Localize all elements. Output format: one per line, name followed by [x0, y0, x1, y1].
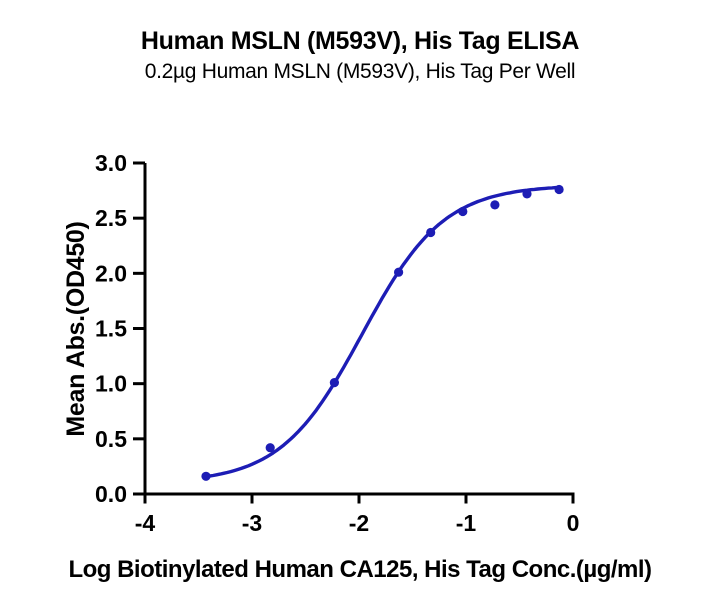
data-point	[394, 267, 404, 277]
y-tick-label: 3.0	[95, 150, 127, 176]
data-point	[490, 200, 500, 210]
y-tick-label: 0.0	[95, 481, 127, 507]
chart-subtitle: 0.2µg Human MSLN (M593V), His Tag Per We…	[144, 60, 576, 83]
x-tick-label: 0	[567, 510, 580, 536]
y-tick-label: 1.0	[95, 371, 127, 397]
data-point	[522, 189, 532, 199]
data-point	[426, 227, 436, 238]
y-tick-label: 2.5	[95, 205, 127, 231]
data-point	[201, 471, 211, 481]
data-point	[554, 184, 564, 195]
data-point	[265, 443, 275, 453]
x-tick-label: -4	[135, 510, 156, 536]
x-tick-label: -1	[456, 510, 477, 536]
data-point	[458, 206, 468, 217]
y-tick-label: 2.0	[95, 260, 127, 286]
chart-title: Human MSLN (M593V), His Tag ELISA	[140, 27, 580, 55]
x-tick-label: -3	[242, 510, 262, 536]
y-tick-label: 1.5	[95, 316, 127, 342]
data-point	[329, 378, 339, 388]
y-tick-label: 0.5	[95, 426, 127, 452]
fit-curve	[204, 185, 561, 479]
x-axis-label: Log Biotinylated Human CA125, His Tag Co…	[68, 556, 652, 583]
x-tick-label: -2	[349, 510, 369, 536]
